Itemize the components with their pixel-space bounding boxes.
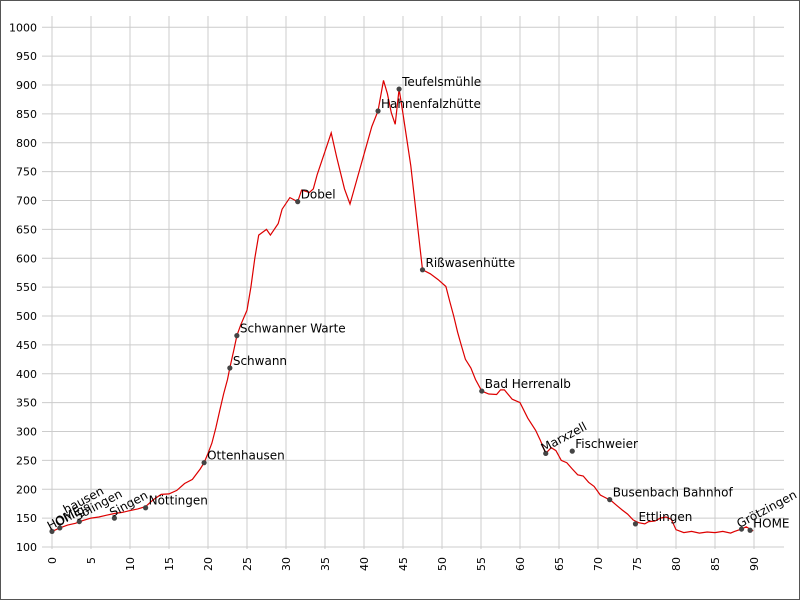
y-tick-label: 100 [16, 541, 37, 554]
x-tick-label: 20 [202, 557, 215, 571]
y-tick-label: 650 [16, 223, 37, 236]
y-tick-label: 550 [16, 281, 37, 294]
waypoint-marker [201, 460, 207, 466]
y-tick-labels: 100 150 200 250 300 350 400 450 500 550 600 650 700 7… [9, 21, 37, 554]
x-tick-label: 90 [748, 557, 761, 571]
waypoint-marker [396, 86, 402, 92]
waypoint-marker [419, 267, 426, 273]
x-tick-label: 60 [514, 557, 527, 571]
y-tick-label: 150 [16, 512, 37, 525]
waypoint: HOME [747, 516, 790, 533]
x-tick-label: 5 [85, 557, 98, 564]
waypoint-marker [632, 521, 639, 527]
x-tick-label: 10 [124, 557, 137, 571]
x-tick-label: 0 [46, 557, 59, 564]
waypoint-label: Schwanner Warte [240, 322, 346, 336]
waypoint: Bad Herrenalb [479, 377, 571, 394]
waypoint-label: Bad Herrenalb [485, 377, 571, 391]
y-tick-label: 850 [16, 108, 37, 121]
x-tick-label: 75 [631, 557, 644, 571]
waypoint: Teufelsmühle [396, 75, 481, 92]
x-tick-label: 65 [553, 557, 566, 571]
waypoint-label: Hahnenfalzhütte [381, 97, 481, 111]
waypoint-label: Teufelsmühle [401, 75, 481, 89]
waypoint-marker [607, 497, 613, 503]
waypoint-marker [295, 199, 301, 205]
y-tick-label: 900 [16, 79, 37, 92]
waypoint-marker [57, 525, 63, 531]
y-tick-label: 250 [16, 454, 37, 467]
waypoint-label: Ettlingen [638, 510, 692, 524]
waypoint: Busenbach Bahnhof [607, 486, 734, 503]
y-tick-label: 750 [16, 166, 37, 179]
waypoint-marker [747, 527, 753, 533]
waypoint-marker [227, 365, 233, 371]
y-gridlines [42, 26, 784, 548]
waypoint-marker [76, 518, 82, 525]
x-tick-labels: 0 5 10 15 20 25 30 35 40 45 50 55 60 65 70 75 80 85 90 [46, 557, 761, 571]
waypoint-label: HOME [753, 516, 789, 530]
waypoint: Ottenhausen [201, 449, 285, 466]
y-tick-label: 600 [16, 252, 37, 265]
waypoint-label: Nöttingen [149, 494, 208, 508]
y-tick-label: 500 [16, 310, 37, 323]
waypoint-label: Dobel [301, 188, 336, 202]
waypoint-marker [375, 108, 381, 114]
plot-area [42, 16, 784, 549]
y-tick-label: 800 [16, 137, 37, 150]
waypoint-marker [479, 388, 485, 394]
y-tick-label: 450 [16, 339, 37, 352]
x-tick-label: 15 [163, 557, 176, 571]
waypoint: Schwanner Warte [234, 322, 346, 339]
x-tick-label: 40 [358, 557, 371, 571]
x-tick-label: 45 [397, 557, 410, 571]
y-tick-label: 300 [16, 426, 37, 439]
waypoint-marker [569, 448, 575, 454]
waypoint: Ettlingen [632, 510, 692, 527]
waypoint-marker [111, 515, 117, 521]
x-tick-label: 55 [475, 557, 488, 571]
waypoint: Rißwasenhütte [419, 256, 516, 273]
waypoint-label: Busenbach Bahnhof [613, 486, 734, 500]
x-tick-label: 30 [280, 557, 293, 571]
x-tick-label: 85 [709, 557, 722, 571]
waypoint-marker [234, 333, 240, 339]
waypoint: Dobel [295, 188, 336, 205]
waypoint-label: Schwann [233, 354, 287, 368]
waypoint: Fischweier [569, 437, 638, 454]
waypoint-marker [49, 528, 55, 535]
waypoint-marker [543, 450, 549, 457]
waypoint: Schwann [227, 354, 287, 371]
x-tick-label: 35 [319, 557, 332, 571]
y-tick-label: 1000 [9, 21, 37, 34]
waypoint-marker [738, 526, 745, 532]
y-tick-label: 350 [16, 397, 37, 410]
y-tick-label: 200 [16, 483, 37, 496]
waypoint: Hahnenfalzhütte [375, 97, 481, 114]
x-tick-label: 70 [592, 557, 605, 571]
y-tick-label: 700 [16, 195, 37, 208]
waypoint-label: Rißwasenhütte [426, 256, 516, 270]
x-tick-label: 25 [241, 557, 254, 571]
y-tick-label: 400 [16, 368, 37, 381]
waypoint: Nöttingen [143, 494, 208, 511]
x-tick-label: 50 [436, 557, 449, 571]
waypoint-label: Fischweier [575, 437, 638, 451]
y-tick-label: 950 [16, 50, 37, 63]
waypoint-label: Ottenhausen [207, 449, 285, 463]
x-tick-label: 80 [670, 557, 683, 571]
waypoint-marker [143, 505, 149, 511]
